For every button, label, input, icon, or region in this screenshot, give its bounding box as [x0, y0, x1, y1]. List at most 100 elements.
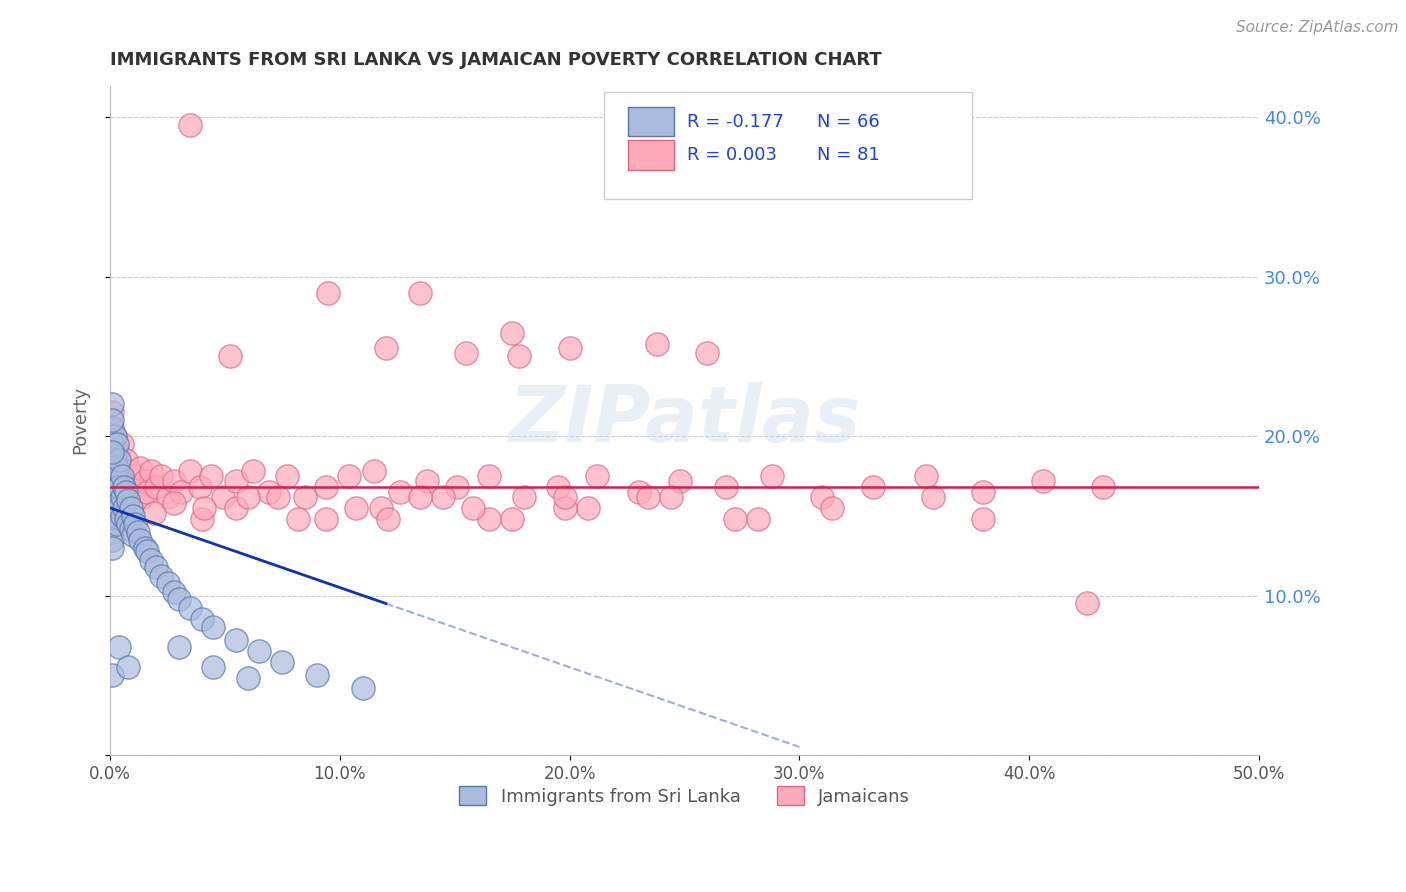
Point — [659, 490, 682, 504]
Point — [315, 480, 337, 494]
Point — [149, 469, 172, 483]
Point — [115, 484, 138, 499]
Point — [696, 346, 718, 360]
Point — [305, 668, 328, 682]
Point — [463, 500, 485, 515]
Point — [416, 474, 439, 488]
Point — [110, 469, 132, 483]
Point — [191, 512, 214, 526]
Point — [101, 524, 124, 539]
Point — [101, 469, 124, 483]
Point — [112, 480, 135, 494]
Point — [145, 480, 167, 494]
Point — [225, 633, 247, 648]
Point — [134, 474, 156, 488]
Point — [914, 469, 936, 483]
Point — [921, 490, 943, 504]
Point — [211, 490, 233, 504]
Point — [501, 326, 523, 340]
Point — [101, 516, 124, 531]
Point — [117, 480, 139, 494]
Point — [576, 500, 599, 515]
Point — [104, 429, 127, 443]
Point — [105, 445, 128, 459]
Point — [179, 464, 201, 478]
Point — [101, 492, 124, 507]
Point — [110, 437, 132, 451]
Point — [225, 500, 247, 515]
Point — [110, 490, 132, 504]
Point — [105, 496, 128, 510]
Point — [179, 601, 201, 615]
Point — [135, 544, 157, 558]
Point — [377, 512, 399, 526]
Point — [108, 453, 131, 467]
Point — [104, 480, 127, 494]
Text: N = 66: N = 66 — [817, 112, 879, 130]
Point — [141, 553, 163, 567]
Point — [501, 512, 523, 526]
Point — [374, 342, 396, 356]
Point — [101, 413, 124, 427]
Point — [120, 500, 142, 515]
Point — [104, 429, 127, 443]
Point — [508, 350, 530, 364]
Point — [127, 524, 149, 539]
Point — [388, 484, 411, 499]
Point — [101, 437, 124, 451]
Point — [156, 575, 179, 590]
Point — [131, 490, 153, 504]
Point — [200, 469, 222, 483]
Point — [115, 453, 138, 467]
Point — [202, 660, 225, 674]
Point — [1076, 597, 1098, 611]
Point — [191, 612, 214, 626]
Point — [218, 350, 240, 364]
Point — [337, 469, 360, 483]
Point — [478, 469, 501, 483]
Point — [101, 405, 124, 419]
Point — [101, 453, 124, 467]
Point — [747, 512, 769, 526]
Point — [318, 285, 340, 300]
Point — [101, 508, 124, 523]
Point — [242, 464, 264, 478]
Point — [129, 533, 152, 547]
Point — [724, 512, 747, 526]
Point — [108, 480, 131, 494]
Point — [104, 492, 127, 507]
Point — [110, 508, 132, 523]
FancyBboxPatch shape — [628, 140, 675, 169]
Point — [104, 469, 127, 483]
Point — [363, 464, 385, 478]
Point — [101, 541, 124, 555]
Point — [112, 474, 135, 488]
Point — [124, 516, 146, 531]
Point — [637, 490, 659, 504]
Point — [101, 533, 124, 547]
Point — [236, 490, 259, 504]
Point — [156, 490, 179, 504]
Point — [249, 644, 271, 658]
Point — [811, 490, 834, 504]
Point — [586, 469, 609, 483]
Point — [105, 516, 128, 531]
Text: N = 81: N = 81 — [817, 146, 879, 164]
Point — [115, 512, 138, 526]
Point — [101, 668, 124, 682]
Point — [645, 336, 668, 351]
Point — [236, 672, 259, 686]
Point — [344, 500, 367, 515]
Point — [104, 469, 127, 483]
Point — [149, 569, 172, 583]
Point — [101, 445, 124, 459]
Point — [101, 477, 124, 491]
Point — [456, 346, 478, 360]
Point — [101, 484, 124, 499]
Point — [512, 490, 534, 504]
Point — [478, 512, 501, 526]
Point — [163, 474, 186, 488]
Point — [105, 480, 128, 494]
Point — [370, 500, 392, 515]
Point — [101, 453, 124, 467]
